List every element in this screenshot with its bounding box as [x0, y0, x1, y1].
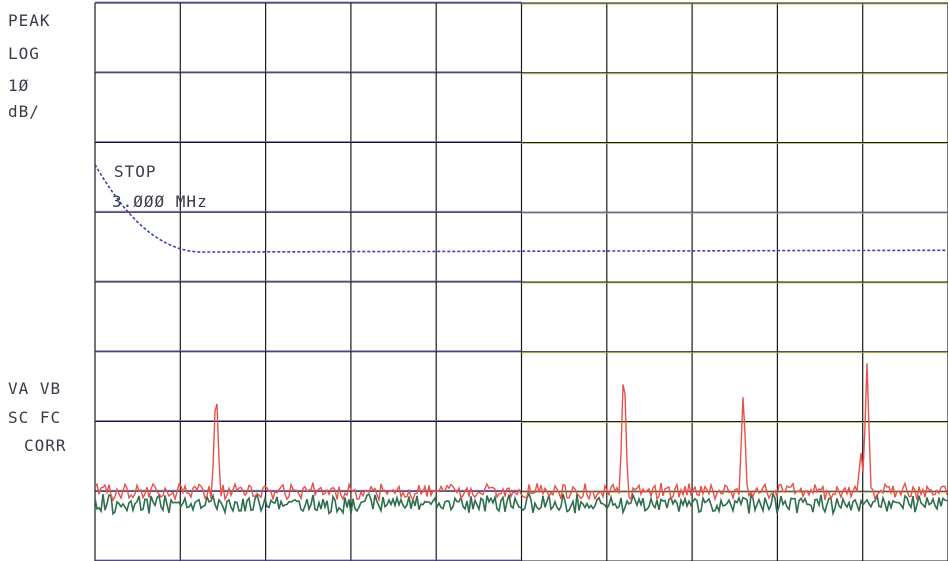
status-va-vb: VA VB	[8, 379, 62, 398]
trace-green	[94, 491, 948, 517]
scale-label-peak: PEAK	[8, 11, 51, 30]
stored-dashed-trace	[94, 164, 947, 254]
graticule	[94, 1, 948, 561]
stop-frequency: 3.ØØØ MHz	[112, 192, 208, 211]
scale-label-log: LOG	[8, 44, 40, 63]
stop-label: STOP	[114, 162, 157, 181]
scale-label-db-div: dB/	[8, 102, 40, 121]
status-sc-fc: SC FC	[8, 408, 62, 427]
scale-label-10: 1Ø	[8, 76, 30, 95]
trace-red	[94, 363, 948, 503]
status-corr: CORR	[24, 436, 67, 455]
